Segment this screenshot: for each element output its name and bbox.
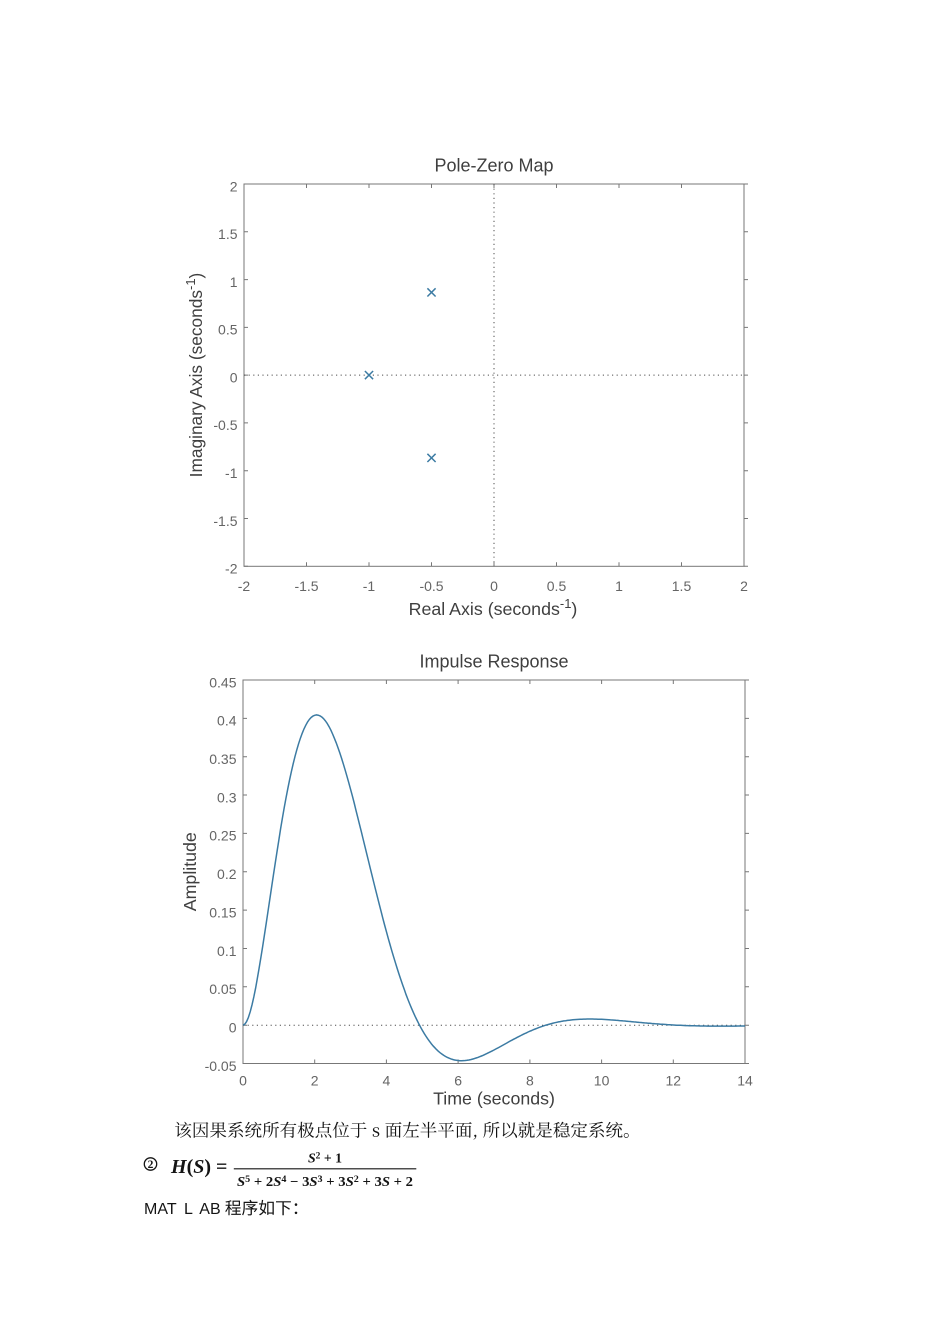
svg-text:0.45: 0.45 — [209, 674, 236, 690]
svg-text:0: 0 — [490, 578, 498, 594]
svg-text:0.5: 0.5 — [218, 322, 238, 338]
svg-text:10: 10 — [594, 1073, 610, 1089]
svg-text:Real Axis (seconds-1): Real Axis (seconds-1) — [409, 596, 578, 619]
svg-text:0.25: 0.25 — [209, 828, 236, 844]
svg-text:1.5: 1.5 — [218, 226, 238, 242]
svg-text:H(S) =: H(S) = — [170, 1156, 227, 1178]
svg-text:2: 2 — [148, 1159, 154, 1171]
svg-text:Imaginary Axis (seconds-1): Imaginary Axis (seconds-1) — [183, 273, 206, 478]
svg-text:8: 8 — [526, 1073, 534, 1089]
svg-text:S5 + 2S4 − 3S3 + 3S2 + 3S + 2: S5 + 2S4 − 3S3 + 3S2 + 3S + 2 — [237, 1174, 413, 1189]
svg-text:AB: AB — [199, 1201, 220, 1218]
svg-text:0.2: 0.2 — [217, 866, 237, 882]
svg-text:-0.5: -0.5 — [419, 578, 443, 594]
svg-text:-1: -1 — [363, 578, 376, 594]
svg-text:-2: -2 — [238, 578, 251, 594]
svg-text:0: 0 — [229, 1020, 237, 1036]
svg-text:-2: -2 — [225, 561, 238, 577]
svg-text:0: 0 — [239, 1073, 247, 1089]
svg-text:4: 4 — [383, 1073, 391, 1089]
svg-text:Amplitude: Amplitude — [180, 832, 200, 911]
svg-text:0.5: 0.5 — [547, 578, 567, 594]
svg-text:-1: -1 — [225, 465, 238, 481]
svg-text:0.15: 0.15 — [209, 904, 236, 920]
svg-text:0.05: 0.05 — [209, 981, 236, 997]
svg-text:L: L — [184, 1201, 193, 1218]
svg-text:-1.5: -1.5 — [294, 578, 318, 594]
svg-text:2: 2 — [740, 578, 748, 594]
svg-text:Time (seconds): Time (seconds) — [433, 1089, 555, 1109]
svg-text:2: 2 — [311, 1073, 319, 1089]
svg-text:0.3: 0.3 — [217, 789, 237, 805]
svg-text:12: 12 — [666, 1073, 682, 1089]
svg-text:-0.05: -0.05 — [205, 1058, 237, 1074]
svg-text:1: 1 — [230, 274, 238, 290]
svg-text:S2 + 1: S2 + 1 — [308, 1151, 342, 1166]
svg-text:1: 1 — [615, 578, 623, 594]
svg-text:0.35: 0.35 — [209, 751, 236, 767]
svg-text:2: 2 — [230, 178, 238, 194]
svg-text:0: 0 — [230, 369, 238, 385]
svg-text:Pole-Zero Map: Pole-Zero Map — [434, 156, 553, 176]
svg-text:6: 6 — [454, 1073, 462, 1089]
svg-text:14: 14 — [737, 1073, 753, 1089]
svg-text:-1.5: -1.5 — [213, 513, 237, 529]
svg-text:1.5: 1.5 — [672, 578, 692, 594]
svg-text:-0.5: -0.5 — [213, 417, 237, 433]
svg-text:MAT: MAT — [144, 1201, 177, 1218]
svg-text:0.4: 0.4 — [217, 713, 237, 729]
svg-text:0.1: 0.1 — [217, 943, 237, 959]
svg-text:Impulse Response: Impulse Response — [419, 652, 568, 672]
